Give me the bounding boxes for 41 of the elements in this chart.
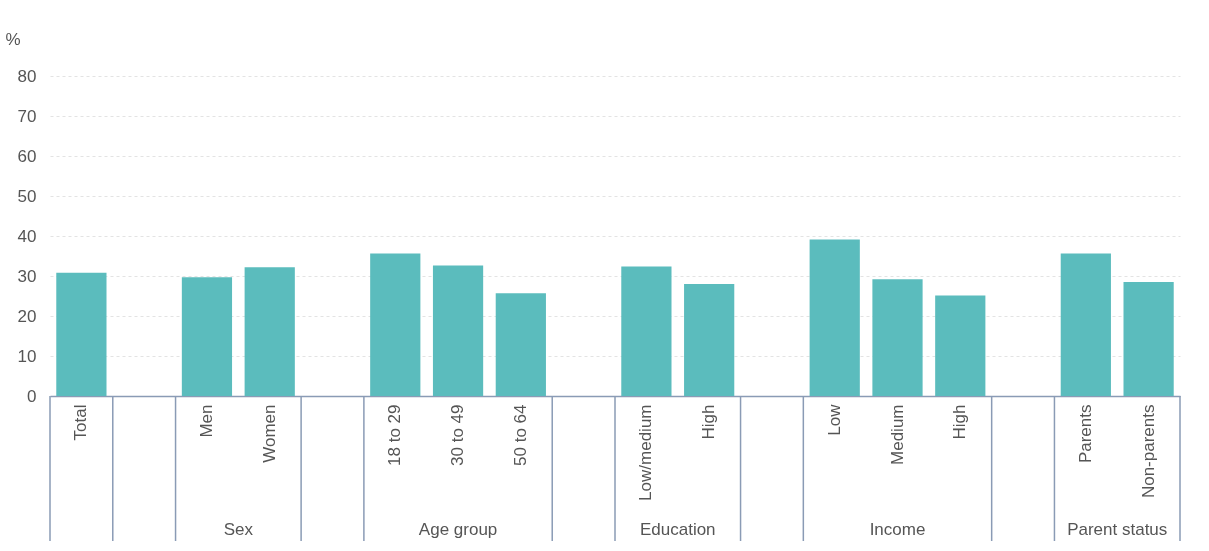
y-tick-label: 10 [17,346,37,366]
bar [935,295,986,396]
y-tick-label: 70 [17,106,37,126]
bar [56,272,107,396]
x-tick-label: Men [196,404,216,438]
y-tick-label: 30 [17,266,37,286]
y-tick-label: 80 [17,66,37,86]
bar [432,265,484,396]
bar [244,267,295,396]
text: Age group [418,520,498,539]
x-tick-label: Women [259,404,279,463]
x-tick-label: Non-parents [1138,404,1158,499]
y-tick-label: 60 [17,146,37,166]
bar [684,284,735,396]
bar [181,277,233,396]
y-tick-label: 50 [17,186,37,206]
bar [872,279,923,396]
x-tick-label: 18 to 29 [385,404,405,466]
bar [621,266,672,396]
x-tick-label: 50 to 64 [510,404,530,466]
text: Sex [223,520,254,539]
bar [370,253,421,396]
y-tick-label: 20 [17,306,37,326]
x-tick-label: High [699,404,719,440]
x-tick-label: Parents [1075,404,1095,464]
bar [1060,253,1111,396]
y-tick-label: 0 [27,386,37,406]
x-tick-label: Low/medium [636,404,656,501]
text: Income [869,520,926,539]
x-tick-label: High [950,404,970,440]
x-tick-label: Total [71,404,91,441]
text: Parent status [1067,520,1168,539]
y-tick-label: 40 [17,226,37,246]
y-axis-title: % [5,29,21,49]
x-tick-label: Low [824,403,844,436]
bar [1123,282,1174,396]
x-tick-label: Medium [887,404,907,465]
text: Education [639,520,716,539]
bar [495,293,546,396]
x-tick-label: 30 to 49 [448,404,468,466]
bar [809,239,860,396]
